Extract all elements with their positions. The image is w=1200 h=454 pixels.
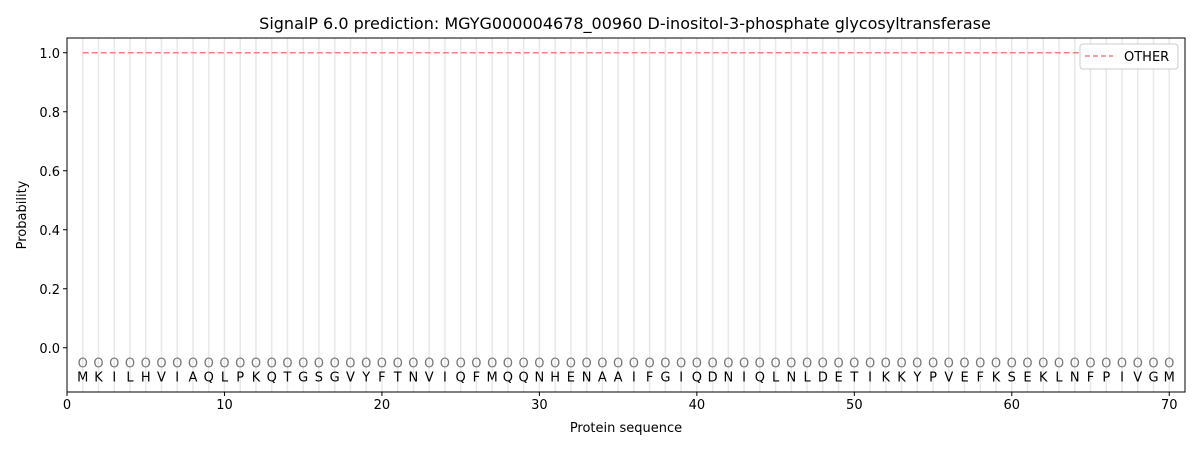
legend-box (1079, 43, 1179, 70)
y-tick-label: 0.6 (39, 165, 60, 180)
residue-label: H (550, 371, 560, 386)
residue-label: V (1133, 371, 1142, 386)
residue-label: F (646, 371, 653, 386)
x-tick-label: 20 (374, 398, 391, 413)
residue-label: N (582, 371, 592, 386)
residue-label: N (723, 371, 733, 386)
residue-label: T (282, 371, 291, 386)
residue-label: E (960, 371, 968, 386)
residue-label: I (112, 371, 116, 386)
x-tick-label: 40 (689, 398, 706, 413)
residue-label: M (77, 371, 88, 386)
residue-label: Q (519, 371, 529, 386)
residue-label: Q (204, 371, 214, 386)
residue-label: I (679, 371, 683, 386)
residue-label: V (157, 371, 166, 386)
residue-label: M (487, 371, 498, 386)
residue-label: G (330, 371, 340, 386)
x-tick-label: 0 (63, 398, 71, 413)
x-axis-label: Protein sequence (570, 421, 682, 436)
residue-label: F (977, 371, 984, 386)
residue-label: I (1120, 371, 1124, 386)
residue-label: F (1087, 371, 1094, 386)
residue-label: V (944, 371, 953, 386)
residue-label: N (535, 371, 545, 386)
residue-label: D (818, 371, 828, 386)
residue-label: H (141, 371, 151, 386)
residue-label: Q (267, 371, 277, 386)
y-tick-label: 1.0 (39, 47, 60, 62)
residue-label: Q (456, 371, 466, 386)
residue-label: L (1055, 371, 1063, 386)
residue-label: M (1164, 371, 1175, 386)
residue-label: G (298, 371, 308, 386)
residue-label: N (409, 371, 419, 386)
y-axis-label: Probability (15, 180, 30, 249)
residue-label: N (1070, 371, 1080, 386)
residue-label: I (175, 371, 179, 386)
residue-label: N (786, 371, 796, 386)
x-tick-label: 30 (531, 398, 548, 413)
residue-label: E (1023, 371, 1031, 386)
residue-label: I (632, 371, 636, 386)
residue-label: S (315, 371, 323, 386)
residue-label: I (742, 371, 746, 386)
residue-label: D (708, 371, 718, 386)
residue-label: Y (912, 371, 921, 386)
y-tick-label: 0.4 (39, 224, 60, 239)
residue-label: I (443, 371, 447, 386)
residue-label: K (992, 371, 1001, 386)
residue-label: Q (755, 371, 765, 386)
residue-label: A (189, 371, 198, 386)
legend-label-other: OTHER (1124, 50, 1169, 65)
x-tick-label: 70 (1161, 398, 1178, 413)
legend: OTHER (1079, 43, 1179, 70)
residue-label: T (393, 371, 402, 386)
x-tick-label: 10 (216, 398, 233, 413)
residue-label: S (1008, 371, 1016, 386)
chart-title: SignalP 6.0 prediction: MGYG000004678_00… (259, 14, 991, 34)
y-tick-label: 0.8 (39, 106, 60, 121)
residue-label: P (236, 371, 244, 386)
residue-label: L (221, 371, 229, 386)
residue-label: K (1039, 371, 1048, 386)
residue-label: A (598, 371, 607, 386)
residue-label: F (378, 371, 385, 386)
residue-label: P (1102, 371, 1110, 386)
residue-label: V (425, 371, 434, 386)
residue-label: G (660, 371, 670, 386)
y-tick-label: 0.0 (39, 342, 60, 357)
residue-label: K (897, 371, 906, 386)
residue-label: K (882, 371, 891, 386)
residue-label: F (473, 371, 480, 386)
residue-label: Q (503, 371, 513, 386)
residue-label: V (346, 371, 355, 386)
residue-label: G (1148, 371, 1158, 386)
residue-label: K (252, 371, 261, 386)
residue-label: P (929, 371, 937, 386)
axes-frame (66, 37, 1186, 393)
y-tick-label: 0.2 (39, 283, 60, 298)
residue-label: L (126, 371, 134, 386)
residue-label: Y (361, 371, 370, 386)
residue-label: L (803, 371, 811, 386)
x-tick-label: 50 (846, 398, 863, 413)
residue-label: E (567, 371, 575, 386)
residue-label: Q (692, 371, 702, 386)
residue-label: L (772, 371, 780, 386)
predicted-labels: OOOOOOOOOOOOOOOOOOOOOOOOOOOOOOOOOOOOOOOO… (78, 357, 1175, 372)
residue-label: K (94, 371, 103, 386)
residue-label: A (614, 371, 623, 386)
residue-label: T (849, 371, 858, 386)
residue-label: I (868, 371, 872, 386)
x-tick-label: 60 (1004, 398, 1021, 413)
residue-label: E (834, 371, 842, 386)
